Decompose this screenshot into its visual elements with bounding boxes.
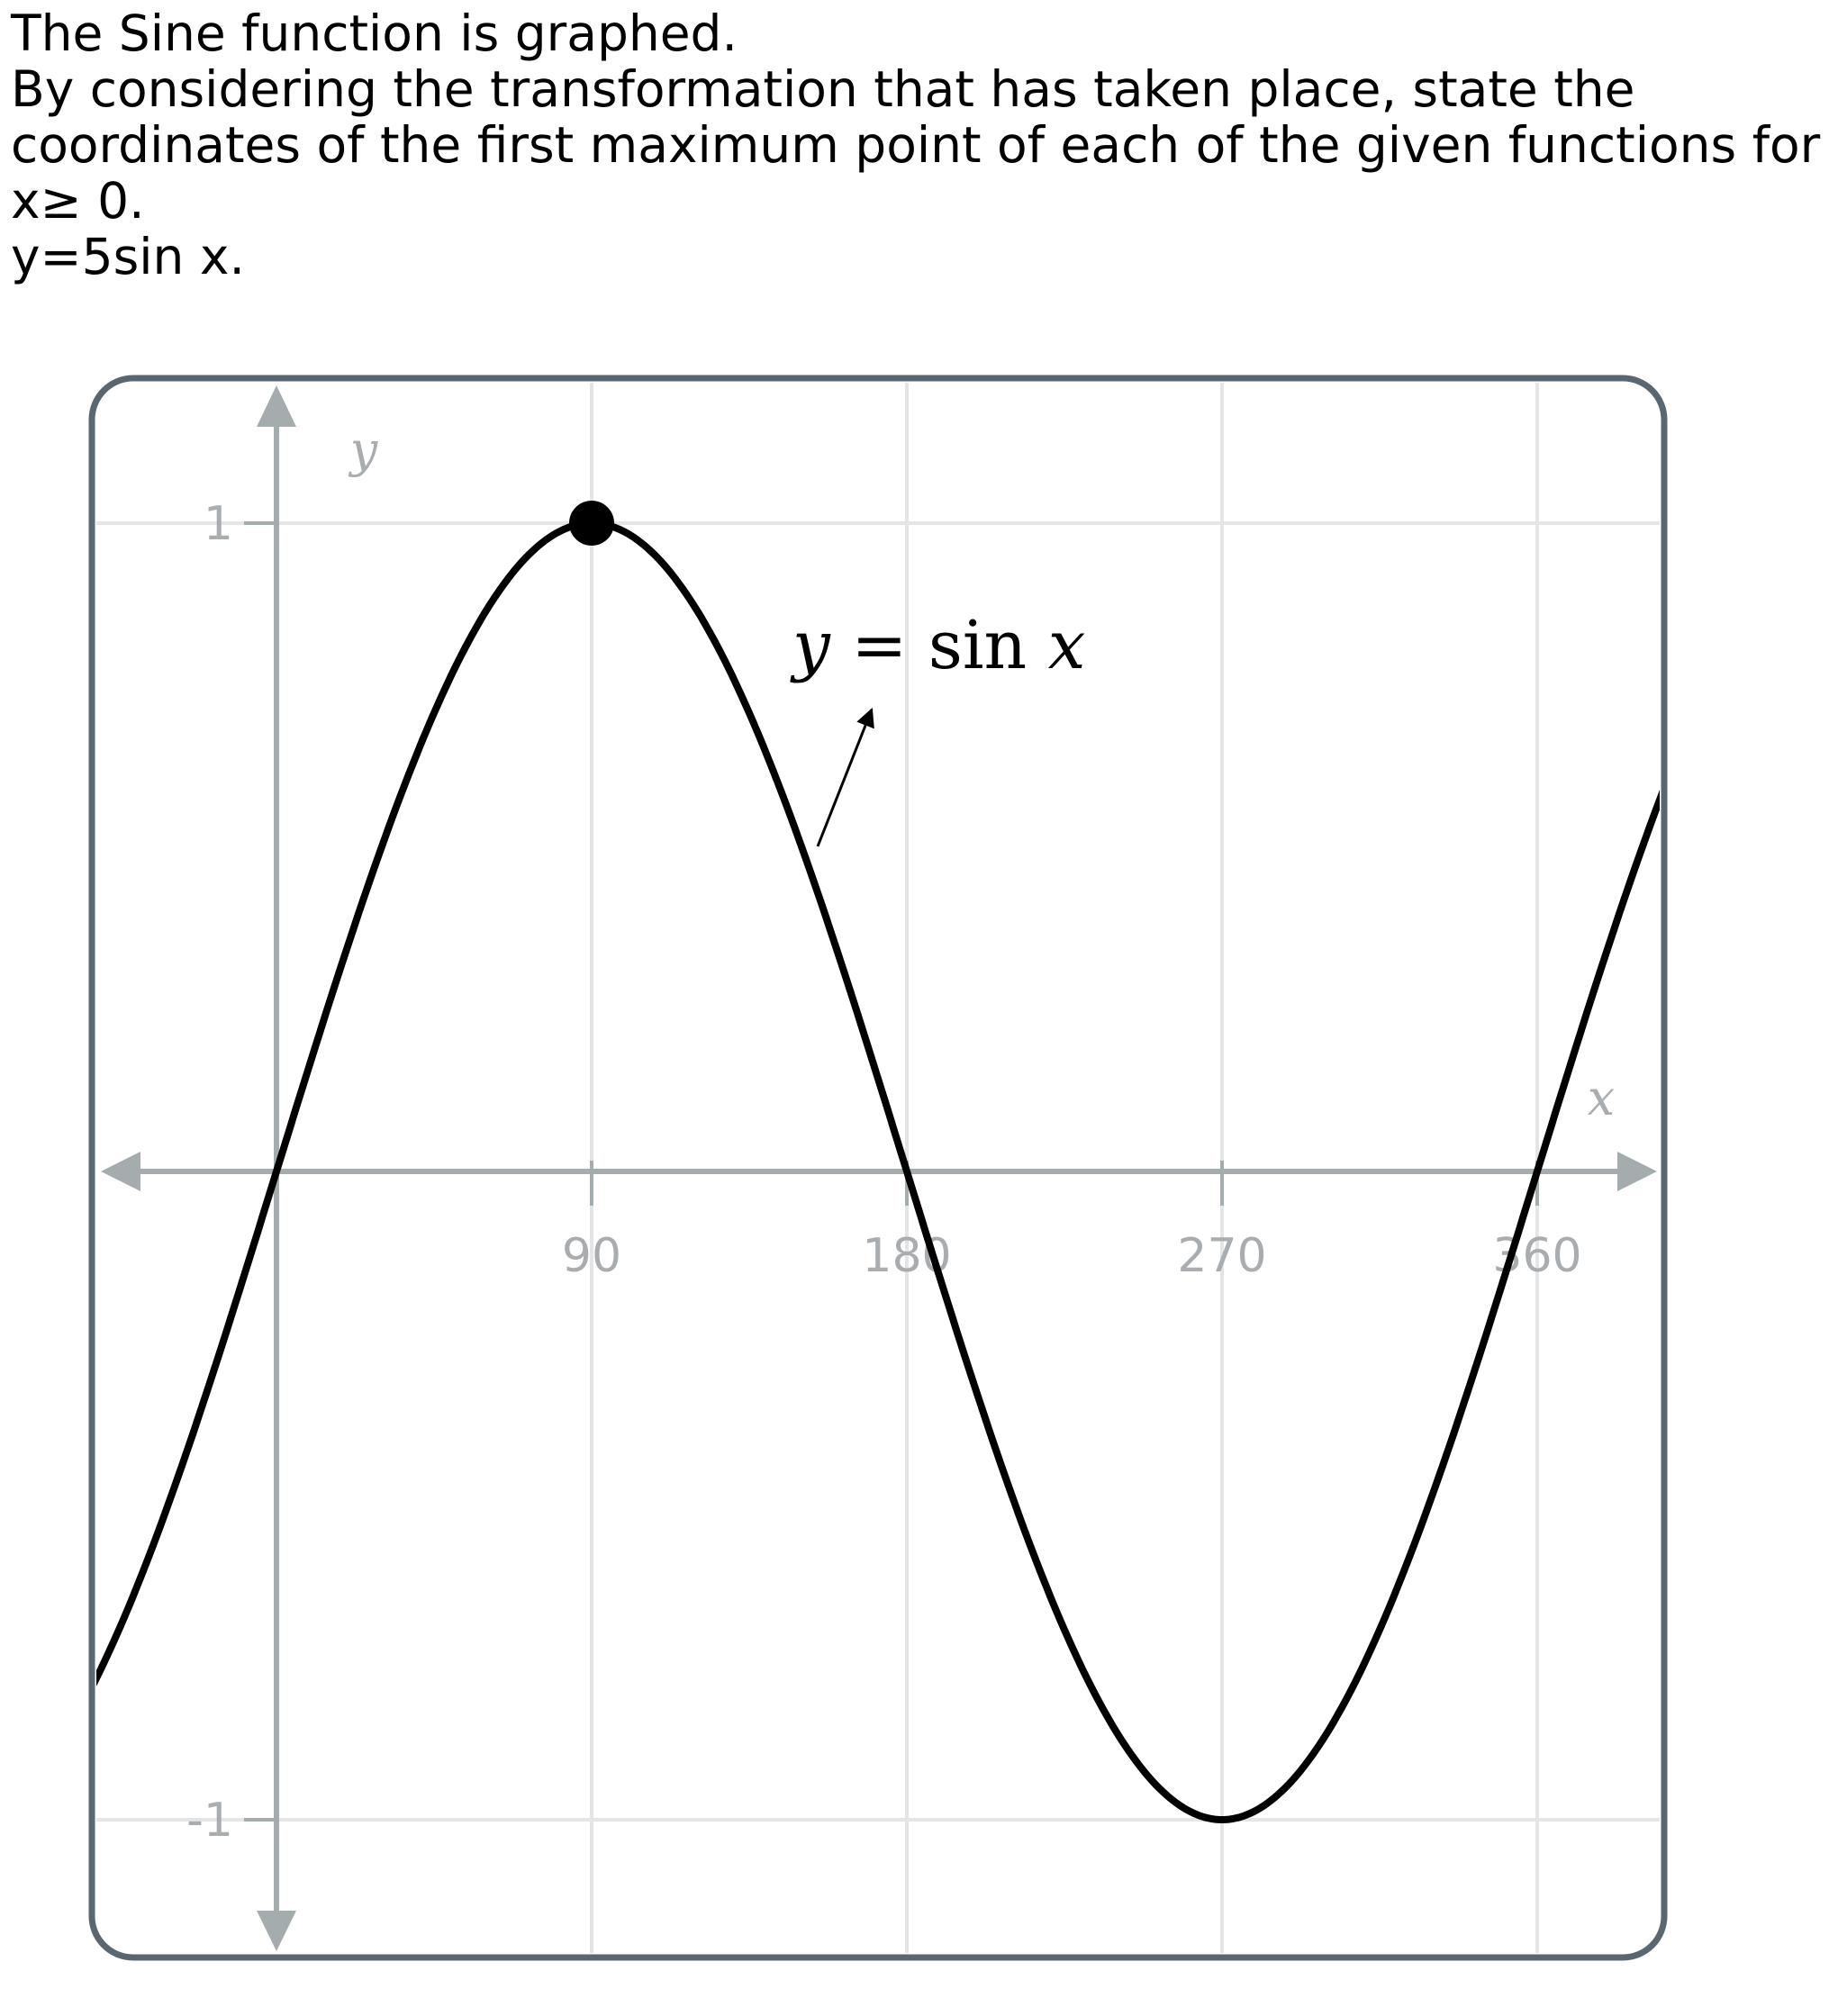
question-text: The Sine function is graphed. By conside… xyxy=(11,5,1839,285)
question-line-2: By considering the transformation that h… xyxy=(11,60,1635,118)
x-tick-label-90: 90 xyxy=(562,1229,621,1283)
x-tick-label-270: 270 xyxy=(1177,1229,1266,1283)
x-axis-right-arrow xyxy=(1617,1152,1657,1191)
x-axis-left-arrow xyxy=(101,1152,140,1191)
y-axis-bottom-arrow xyxy=(257,1911,296,1951)
x-axis-label: x xyxy=(1588,1070,1615,1126)
question-line-1: The Sine function is graphed. xyxy=(11,5,738,62)
y-axis-label: y xyxy=(349,421,379,478)
sine-curve xyxy=(96,520,1660,1823)
curve-label: y = sin x xyxy=(790,607,1085,684)
question-line-3: coordinates of the first maximum point o… xyxy=(11,116,1821,174)
y-tick-label-1: -1 xyxy=(186,1794,233,1848)
graph-frame xyxy=(88,375,1668,1961)
y-axis-top-arrow xyxy=(257,385,296,427)
maximum-point-marker xyxy=(569,501,614,546)
curve-label-arrow xyxy=(816,708,874,847)
question-line-4: x≥ 0. xyxy=(11,172,145,230)
question-line-5: y=5sin x. xyxy=(11,228,245,285)
y-tick-label-0: 1 xyxy=(204,497,233,551)
